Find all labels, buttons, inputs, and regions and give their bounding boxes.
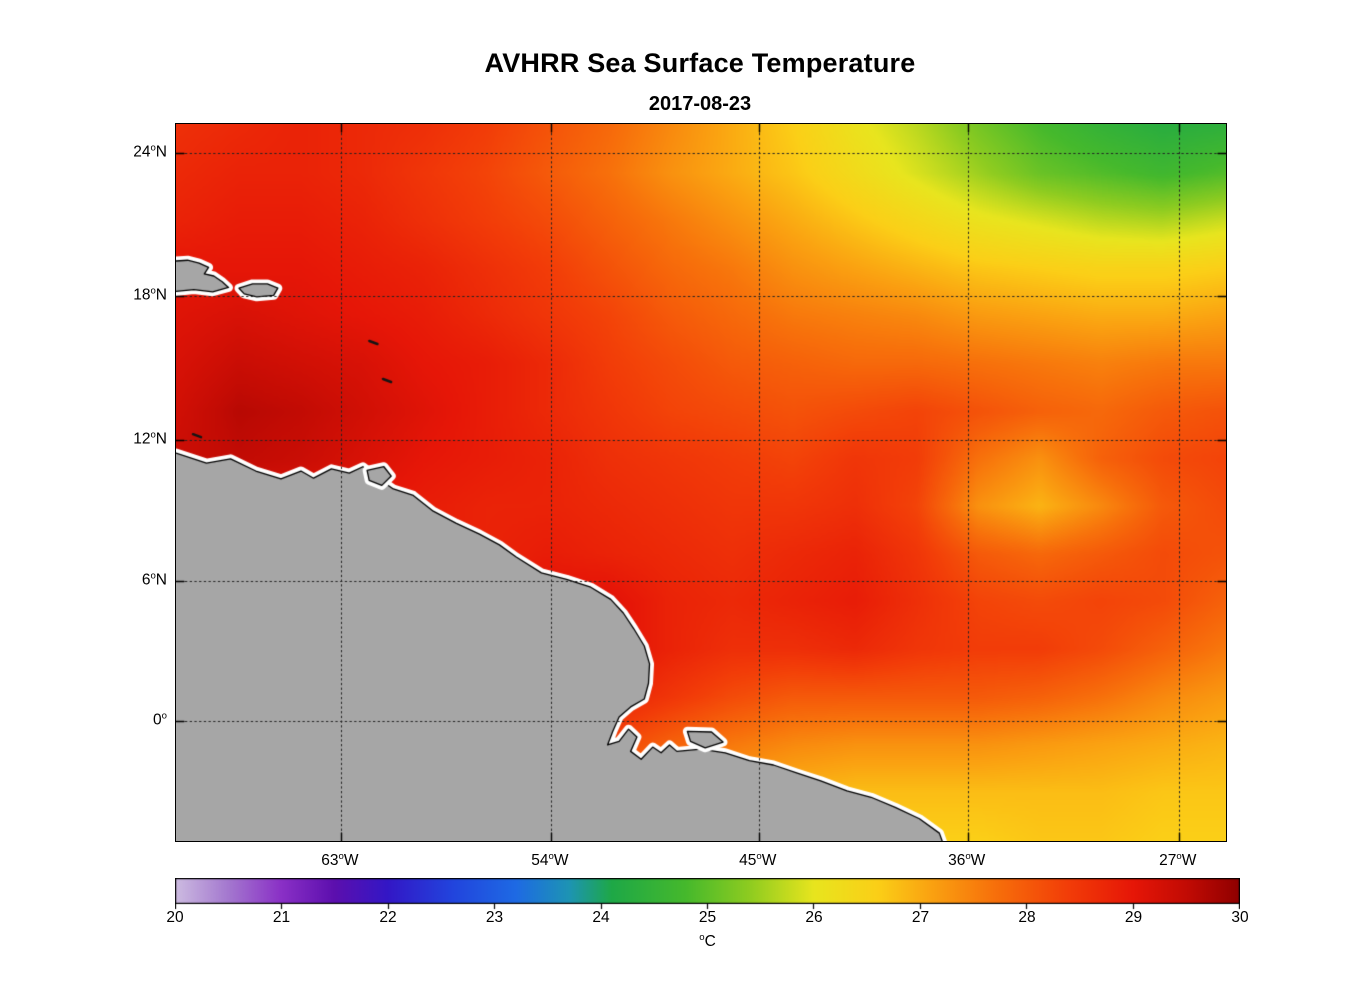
lon-tick-36w: 36oW [948, 851, 986, 870]
colorbar-tick-23: 23 [485, 909, 504, 926]
lat-tick-18n: 18oN [133, 285, 167, 304]
colorbar-tick-21: 21 [272, 909, 291, 926]
lon-tick-54w: 54oW [531, 851, 569, 870]
degree-superscript: o [699, 932, 705, 943]
colorbar-tick-28: 28 [1018, 909, 1036, 926]
degree-superscript: o [161, 710, 167, 722]
degree-superscript: o [548, 851, 554, 862]
colorbar-tick-30: 30 [1231, 909, 1249, 926]
degree-superscript: o [1176, 851, 1182, 862]
degree-superscript: o [965, 851, 971, 862]
colorbar-tick-20: 20 [166, 909, 184, 926]
lon-tick-63w: 63oW [321, 851, 359, 870]
lon-tick-27w: 27oW [1159, 851, 1197, 870]
colorbar-tick-26: 26 [805, 909, 823, 926]
lat-tick-6n: 6oN [141, 570, 167, 589]
colorbar-unit-label: oC [699, 932, 716, 951]
colorbar-tick-22: 22 [379, 909, 397, 926]
lat-tick-24n: 24oN [133, 142, 167, 161]
lat-tick-12n: 12oN [133, 429, 167, 448]
sst-map-canvas [176, 124, 1226, 841]
degree-superscript: o [338, 851, 344, 862]
degree-superscript: o [150, 570, 156, 582]
page-title: AVHRR Sea Surface Temperature [484, 48, 916, 78]
degree-superscript: o [150, 142, 156, 154]
lon-tick-45w: 45oW [739, 851, 777, 870]
colorbar [175, 878, 1240, 911]
degree-superscript: o [756, 851, 762, 862]
colorbar-tick-27: 27 [911, 909, 930, 926]
colorbar-tick-24: 24 [592, 909, 610, 926]
date-subtitle: 2017-08-23 [648, 93, 752, 115]
colorbar-tick-29: 29 [1124, 909, 1143, 926]
degree-superscript: o [150, 285, 156, 297]
lat-tick-0: 0o [153, 710, 167, 729]
degree-superscript: o [150, 429, 156, 441]
colorbar-tick-25: 25 [698, 909, 717, 926]
colorbar-gradient [175, 878, 1240, 911]
map-plot-area [175, 123, 1227, 842]
